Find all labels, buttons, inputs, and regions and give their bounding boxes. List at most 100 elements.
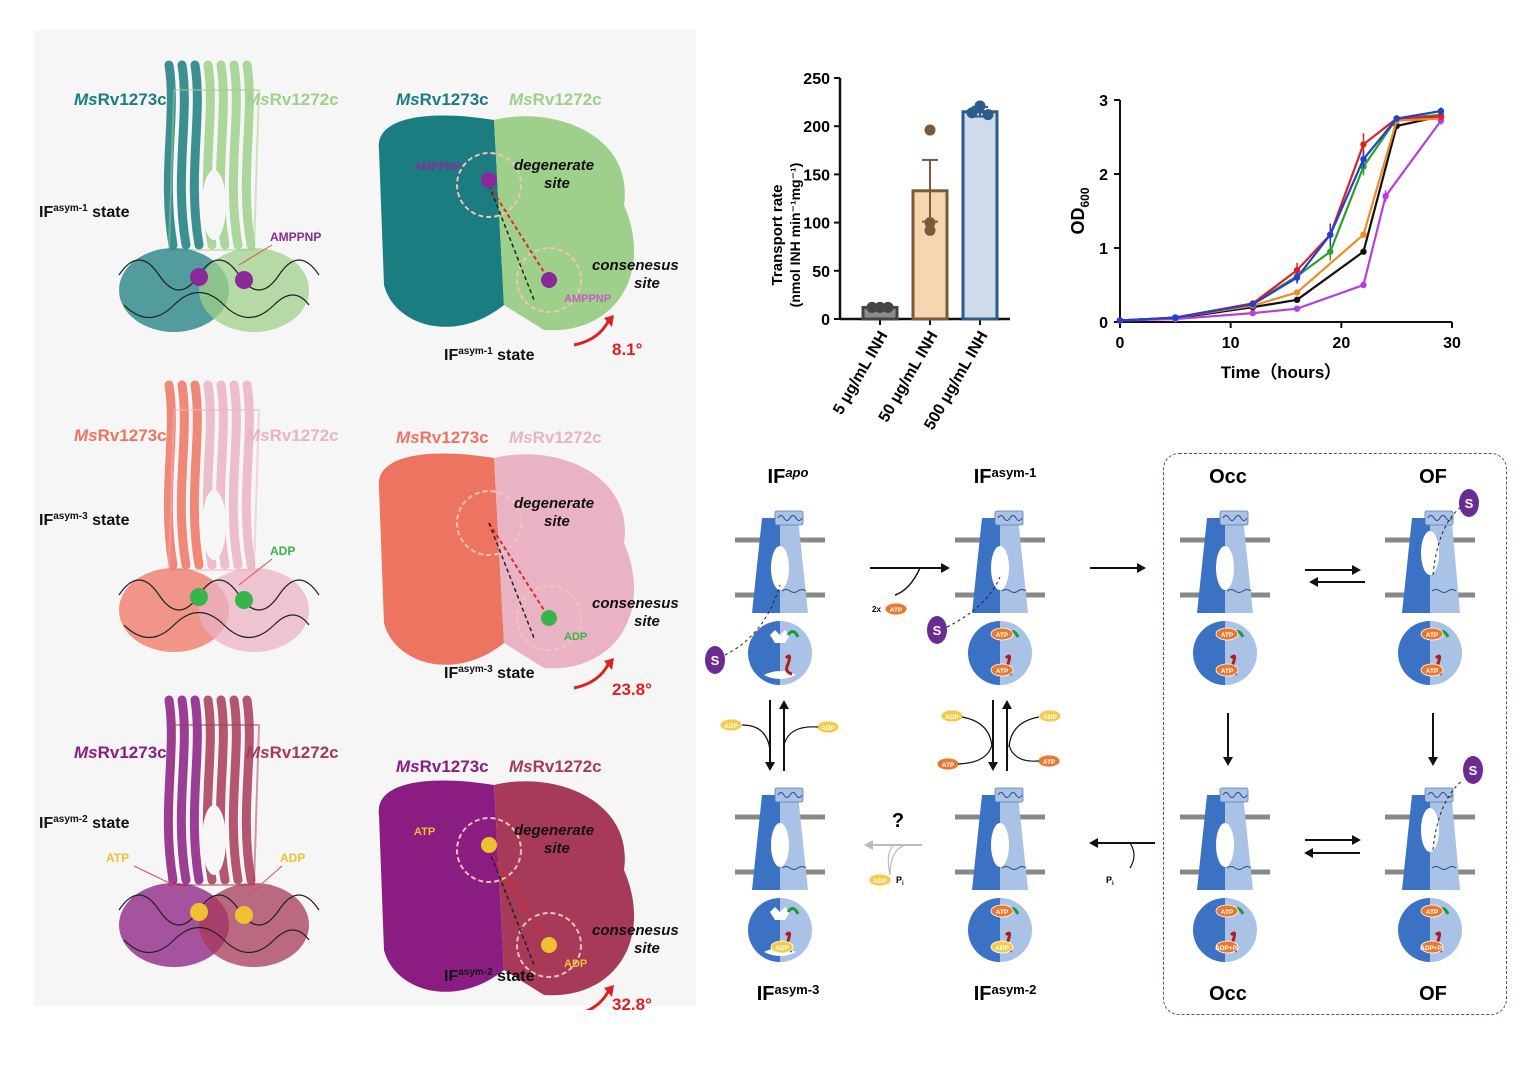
chain-b-label: MsRv1272c bbox=[246, 426, 339, 445]
svg-text:site: site bbox=[634, 940, 660, 957]
nbd-bottom-pill bbox=[990, 940, 1014, 954]
chain-a-label: MsRv1273c bbox=[74, 426, 167, 445]
svg-text:site: site bbox=[544, 513, 570, 530]
bar-y-tick-label: 50 bbox=[812, 264, 830, 281]
bar-data-point bbox=[982, 109, 994, 121]
bar-y-tick-label: 0 bbox=[821, 312, 830, 329]
svg-text:ADP: ADP bbox=[1043, 714, 1057, 721]
growth-data-point bbox=[1293, 305, 1301, 312]
bar-data-point bbox=[924, 217, 936, 229]
nbd-bottom-pill bbox=[1215, 940, 1239, 954]
surface-ligand-bottom: AMPPNP bbox=[564, 293, 611, 305]
surface-ligand-top: ATP bbox=[414, 826, 435, 838]
svg-text:ATP: ATP bbox=[996, 909, 1009, 916]
svg-text:ATP: ATP bbox=[996, 668, 1009, 675]
line-y-tick-label: 1 bbox=[1099, 241, 1108, 258]
phosphate-label: Pi bbox=[896, 875, 904, 887]
state-of-bottom: OF bbox=[1419, 983, 1447, 1005]
surface-ligand-bottom: ADP bbox=[564, 631, 587, 643]
atp-pill bbox=[1215, 627, 1239, 641]
degenerate-site-label: degenerate bbox=[514, 157, 594, 174]
growth-data-point bbox=[1393, 115, 1400, 122]
transport-mechanism-scheme: IFapo IFasym-1 Occ OF IFasym-3 IFasym-2 Occ OF A… bbox=[705, 465, 1483, 1005]
state-if-asym3: IFasym-3 bbox=[757, 982, 820, 1005]
ribbon-structure bbox=[118, 695, 320, 967]
svg-text:ATP: ATP bbox=[996, 632, 1009, 639]
svg-text:ATP: ATP bbox=[1426, 632, 1439, 639]
bar-y-tick-label: 100 bbox=[803, 216, 830, 233]
adp-pill bbox=[1038, 709, 1062, 723]
transporter-cartoon bbox=[955, 510, 1045, 685]
bar-y-axis-label: Transport rate(nmol INH min⁻¹mg⁻¹) bbox=[769, 163, 803, 308]
ribbon-structure bbox=[118, 60, 320, 332]
substrate-icon bbox=[927, 616, 947, 644]
binding-site-circles bbox=[456, 817, 582, 978]
growth-data-point bbox=[1382, 193, 1389, 200]
svg-text:S: S bbox=[1465, 496, 1474, 511]
growth-data-point bbox=[1360, 156, 1367, 163]
svg-text:ATP: ATP bbox=[1426, 909, 1439, 916]
atp-pill bbox=[990, 627, 1014, 641]
occluded-outward-box bbox=[1163, 453, 1507, 1015]
line-x-tick-label: 20 bbox=[1332, 335, 1350, 352]
rotation-angle: 23.8° bbox=[612, 680, 652, 695]
consensus-site-label: consenesus bbox=[592, 922, 679, 939]
svg-text:ATP: ATP bbox=[890, 607, 903, 614]
growth-data-point bbox=[1437, 107, 1445, 115]
state-of-top: OF bbox=[1419, 466, 1447, 488]
bar-y-tick-label: 250 bbox=[803, 71, 830, 88]
growth-data-point bbox=[1172, 314, 1179, 321]
nbd-bottom-pill bbox=[770, 940, 794, 954]
growth-data-point bbox=[1116, 317, 1124, 324]
transporter-cartoon bbox=[735, 787, 825, 962]
nbd-bottom-pill bbox=[1420, 940, 1444, 954]
surface-chain-b-label: MsRv1272c bbox=[509, 428, 602, 447]
svg-text:ATP: ATP bbox=[1221, 909, 1234, 916]
growth-data-point bbox=[1360, 231, 1367, 238]
growth-series-line bbox=[1119, 120, 1442, 322]
state-if-asym2: IFasym-2 bbox=[974, 982, 1037, 1005]
rotation-angle: 32.8° bbox=[612, 995, 652, 1010]
atp-pill bbox=[1420, 904, 1444, 918]
rotation-angle: 8.1° bbox=[612, 340, 643, 359]
ribbon-structure bbox=[118, 380, 320, 652]
consensus-site-label: consenesus bbox=[592, 595, 679, 612]
unknown-step-question: ? bbox=[892, 810, 904, 832]
svg-text:site: site bbox=[634, 275, 660, 292]
transporter-cartoon bbox=[1385, 510, 1475, 685]
surface-structure bbox=[378, 115, 635, 331]
structure-row-3: MsRv1273c MsRv1272c IFasym-2 state ATP ADP Ms… bbox=[39, 695, 679, 1010]
degenerate-site-label: degenerate bbox=[514, 822, 594, 839]
bar-data-point bbox=[882, 301, 894, 313]
two-x-label: 2x bbox=[872, 605, 881, 614]
degenerate-site-label: degenerate bbox=[514, 495, 594, 512]
growth-data-point bbox=[1360, 281, 1367, 289]
surface-ligand-bottom: ADP bbox=[564, 958, 587, 970]
structure-row-1: MsRv1273c MsRv1272c IFasym-1 state AMPPNP Ms… bbox=[39, 60, 679, 364]
growth-data-point bbox=[1293, 267, 1301, 274]
state-label: IFasym-2 state bbox=[39, 814, 130, 832]
svg-text:S: S bbox=[1469, 763, 1478, 778]
chain-a-label: MsRv1273c bbox=[74, 743, 167, 762]
svg-text:ADP: ADP bbox=[995, 945, 1009, 952]
line-y-tick-label: 2 bbox=[1099, 167, 1108, 184]
nbd-bottom-pill bbox=[990, 663, 1014, 677]
surface-chain-a-label: MsRv1273c bbox=[396, 428, 489, 447]
transporter-cartoon bbox=[735, 510, 825, 685]
svg-text:ADP: ADP bbox=[945, 714, 959, 721]
state-occ-top: Occ bbox=[1209, 466, 1247, 488]
transporter-cartoon bbox=[1180, 510, 1270, 685]
svg-text:S: S bbox=[933, 623, 942, 638]
svg-text:site: site bbox=[634, 613, 660, 630]
growth-data-point bbox=[1249, 301, 1256, 308]
bar-y-tick-label: 200 bbox=[803, 119, 830, 136]
surface-structure bbox=[378, 453, 635, 669]
growth-data-point bbox=[1293, 289, 1301, 296]
svg-text:ATP: ATP bbox=[1221, 668, 1234, 675]
atp-pill bbox=[990, 904, 1014, 918]
substrate-icon bbox=[705, 646, 725, 674]
growth-data-point bbox=[1293, 274, 1301, 281]
growth-data-point bbox=[1437, 113, 1445, 120]
svg-text:ATP: ATP bbox=[1426, 668, 1439, 675]
